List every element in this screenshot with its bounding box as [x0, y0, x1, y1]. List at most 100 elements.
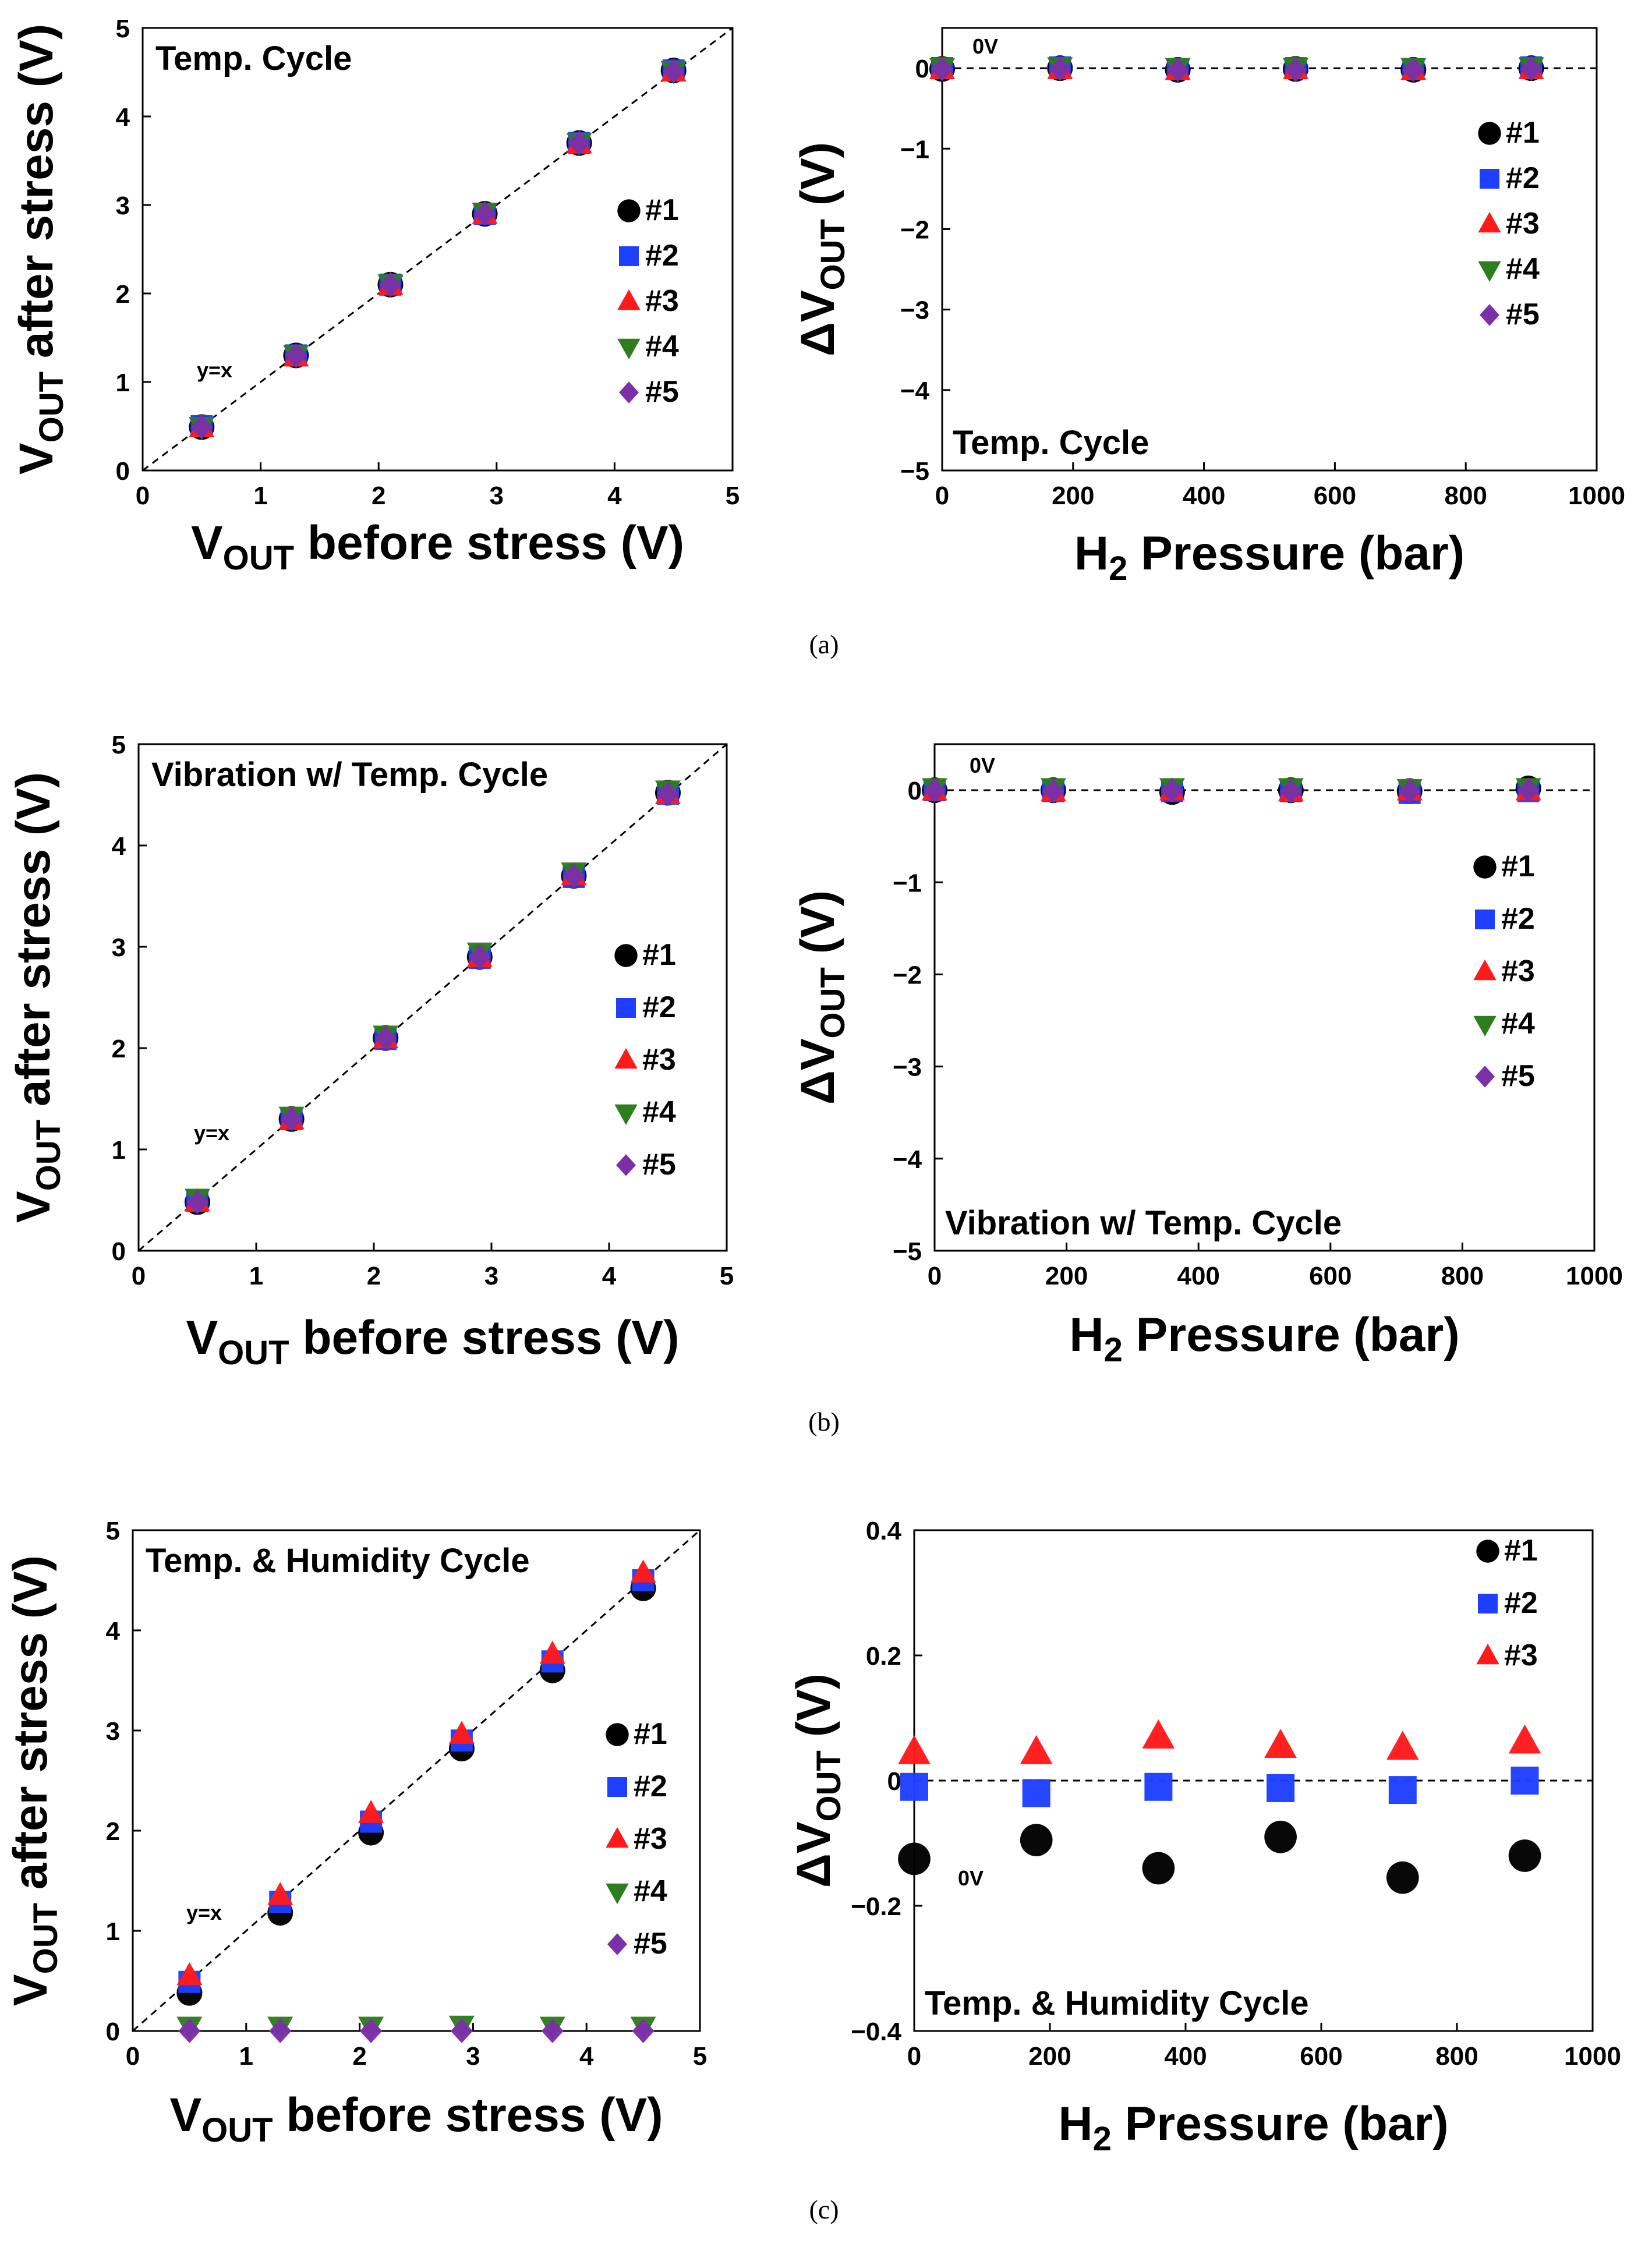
- y-tick-label: 0: [887, 1767, 901, 1796]
- legend-label: #5: [642, 1148, 676, 1181]
- plot-frame: [941, 27, 1598, 472]
- x-tick-label: 400: [1177, 1262, 1219, 1290]
- x-tick-label: 600: [1300, 2042, 1342, 2071]
- data-point: [468, 944, 491, 969]
- legend-marker: [1473, 1015, 1497, 1037]
- reference-label: y=x: [197, 358, 232, 382]
- data-point: [662, 59, 685, 84]
- y-tick-label: −4: [893, 1145, 922, 1174]
- data-point: [1049, 56, 1071, 82]
- y-tick-label: 0: [908, 777, 922, 805]
- data-point: [1142, 1852, 1175, 1885]
- legend-label: #2: [1506, 161, 1540, 195]
- chart-b-left: 0 1 2 3 4 5 0 1 2 3 4 5 y=x #1 #2 #3 #4 #5 Vibration w/ Te…: [7, 731, 734, 1372]
- legend-marker: [606, 1827, 629, 1848]
- y-tick-label: 0.2: [866, 1642, 901, 1671]
- legend-marker: [1478, 261, 1501, 282]
- data-point: [931, 56, 953, 82]
- x-tick-label: 2: [352, 2042, 366, 2071]
- legend-marker: [606, 1883, 629, 1905]
- legend-label: #4: [1501, 1007, 1535, 1041]
- x-tick-label: 800: [1441, 1262, 1484, 1290]
- figure-caption: (b): [808, 1407, 840, 1436]
- panel-title: Temp. Cycle: [155, 40, 352, 77]
- plot-frame: [137, 743, 728, 1252]
- y-tick-label: −1: [893, 869, 922, 897]
- x-tick-label: 3: [466, 2042, 480, 2071]
- y-tick-label: 0: [112, 1237, 126, 1266]
- y-tick-label: 1: [116, 369, 130, 397]
- x-tick-label: 1000: [1564, 2042, 1621, 2071]
- reference-label: 0V: [970, 753, 995, 777]
- x-tick-label: 0: [126, 2042, 140, 2071]
- legend-label: #3: [1501, 954, 1535, 988]
- legend-marker: [619, 246, 639, 266]
- y-tick-label: 4: [106, 1617, 121, 1646]
- legend-label: #5: [1501, 1059, 1535, 1093]
- legend-marker: [614, 1104, 638, 1126]
- x-tick-label: 5: [693, 2042, 707, 2071]
- legend-marker: [1480, 304, 1499, 326]
- data-point: [657, 781, 679, 806]
- panel-title: Temp. Cycle: [953, 424, 1149, 462]
- legend-label: #5: [634, 1927, 667, 1961]
- legend-marker: [1473, 855, 1497, 879]
- legend-label: #4: [645, 330, 679, 363]
- y-tick-label: 3: [106, 1717, 120, 1746]
- data-point: [1161, 778, 1183, 802]
- x-tick-label: 1000: [1566, 1262, 1623, 1290]
- x-axis-title: H2 Pressure (bar): [1074, 527, 1464, 588]
- x-tick-label: 2: [372, 482, 385, 510]
- panel-title: Temp. & Humidity Cycle: [146, 1542, 530, 1580]
- data-point: [1022, 1779, 1050, 1807]
- y-tick-label: 0: [106, 2018, 120, 2046]
- y-tick-label: −4: [900, 377, 930, 405]
- x-tick-label: 200: [1028, 2042, 1071, 2071]
- data-point: [1402, 57, 1425, 82]
- data-point: [1517, 778, 1540, 802]
- panel-title: Vibration w/ Temp. Cycle: [151, 756, 548, 794]
- x-tick-label: 5: [726, 482, 740, 510]
- legend-marker: [1480, 169, 1499, 189]
- data-point: [1386, 1861, 1419, 1894]
- legend-marker: [1476, 1643, 1499, 1665]
- x-tick-label: 400: [1164, 2042, 1207, 2071]
- reference-label: y=x: [186, 1901, 222, 1924]
- legend-label: #3: [645, 284, 679, 318]
- reference-label: y=x: [194, 1121, 229, 1145]
- y-axis-title: VOUT after stress (V): [7, 772, 68, 1223]
- data-point: [280, 1106, 303, 1131]
- legend-marker: [617, 289, 641, 310]
- x-tick-label: 600: [1314, 482, 1356, 510]
- legend-marker: [1478, 122, 1501, 145]
- y-tick-label: 0.4: [866, 1517, 902, 1545]
- data-point: [1508, 1839, 1541, 1872]
- y-tick-label: 1: [106, 1917, 120, 1946]
- y-tick-label: 4: [112, 832, 126, 861]
- reference-line: [142, 27, 733, 472]
- chart-b-right: 0 200 400 600 800 1000 −5 −4 −3 −2 −1 0 0V #1 #2 #3 #4 #5…: [791, 743, 1623, 1369]
- data-point: [176, 1962, 203, 1986]
- data-point: [1264, 1729, 1297, 1758]
- data-point: [1279, 779, 1302, 804]
- legend-label: #1: [1501, 850, 1535, 883]
- data-point: [1510, 1767, 1539, 1795]
- data-point: [568, 130, 590, 155]
- data-point: [1520, 56, 1543, 82]
- legend-marker: [614, 1048, 638, 1069]
- data-point: [1144, 1772, 1173, 1801]
- data-point: [285, 343, 307, 368]
- y-tick-label: −1: [900, 135, 929, 164]
- legend-label: #1: [1504, 1534, 1538, 1567]
- y-tick-label: −3: [893, 1053, 922, 1082]
- x-axis-title: VOUT before stress (V): [169, 2089, 663, 2149]
- x-tick-label: 0: [132, 1262, 146, 1290]
- legend-label: #3: [1504, 1639, 1538, 1672]
- legend-label: #3: [642, 1043, 676, 1077]
- data-point: [632, 2019, 655, 2043]
- data-point: [1386, 1731, 1419, 1760]
- chart-a-left: 0 1 2 3 4 5 0 1 2 3 4 5 y=x #1 #2 #3 #4 #5 Temp. Cycle VOUT…: [10, 15, 740, 577]
- data-point: [924, 778, 946, 802]
- data-point: [186, 1190, 208, 1215]
- x-tick-label: 3: [484, 1262, 498, 1290]
